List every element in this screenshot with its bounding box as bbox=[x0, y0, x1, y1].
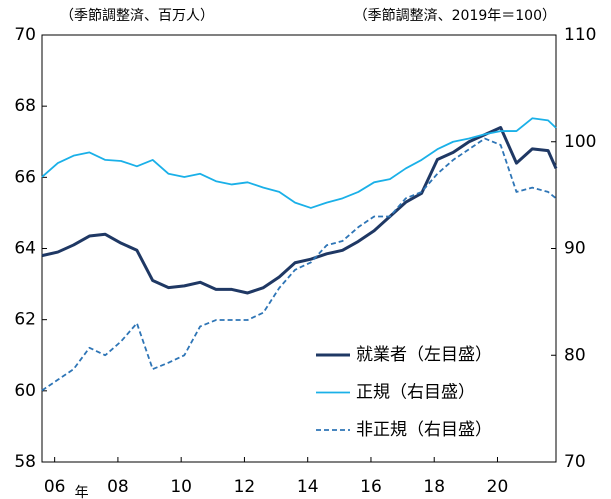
series-line bbox=[41, 126, 558, 295]
x-tick-label: 06 bbox=[44, 477, 66, 497]
y-tick-label: 60 bbox=[14, 381, 36, 401]
y-tick-label: 68 bbox=[14, 96, 36, 116]
y-axis-label: （季節調整済、百万人） bbox=[60, 7, 214, 24]
x-unit-label: 年 bbox=[75, 485, 89, 499]
y2-tick-label: 100 bbox=[564, 132, 596, 152]
x-tick-label: 14 bbox=[297, 477, 319, 497]
plot-frame bbox=[41, 34, 557, 463]
legend-label: 就業者（左目盛） bbox=[356, 345, 492, 365]
series-line bbox=[41, 137, 557, 392]
y-tick-label: 70 bbox=[14, 25, 36, 45]
y2-tick-label: 90 bbox=[564, 239, 586, 259]
y-tick-label: 62 bbox=[14, 310, 36, 330]
x-tick-label: 16 bbox=[360, 477, 382, 497]
series-line bbox=[41, 117, 557, 209]
x-tick-label: 18 bbox=[423, 477, 445, 497]
y2-tick-label: 70 bbox=[564, 452, 586, 472]
y2-tick-label: 110 bbox=[564, 25, 596, 45]
x-tick-label: 08 bbox=[107, 477, 129, 497]
x-tick-label: 10 bbox=[170, 477, 192, 497]
y2-axis-label: （季節調整済、2019年＝100） bbox=[354, 7, 556, 24]
x-tick-label: 12 bbox=[234, 477, 256, 497]
y-tick-label: 58 bbox=[14, 452, 36, 472]
y-tick-label: 66 bbox=[14, 167, 36, 187]
legend-label: 非正規（右目盛） bbox=[356, 420, 492, 440]
legend-label: 正規（右目盛） bbox=[356, 383, 475, 403]
x-tick-label: 20 bbox=[487, 477, 509, 497]
y-tick-label: 64 bbox=[14, 239, 36, 259]
y2-tick-label: 80 bbox=[564, 345, 586, 365]
